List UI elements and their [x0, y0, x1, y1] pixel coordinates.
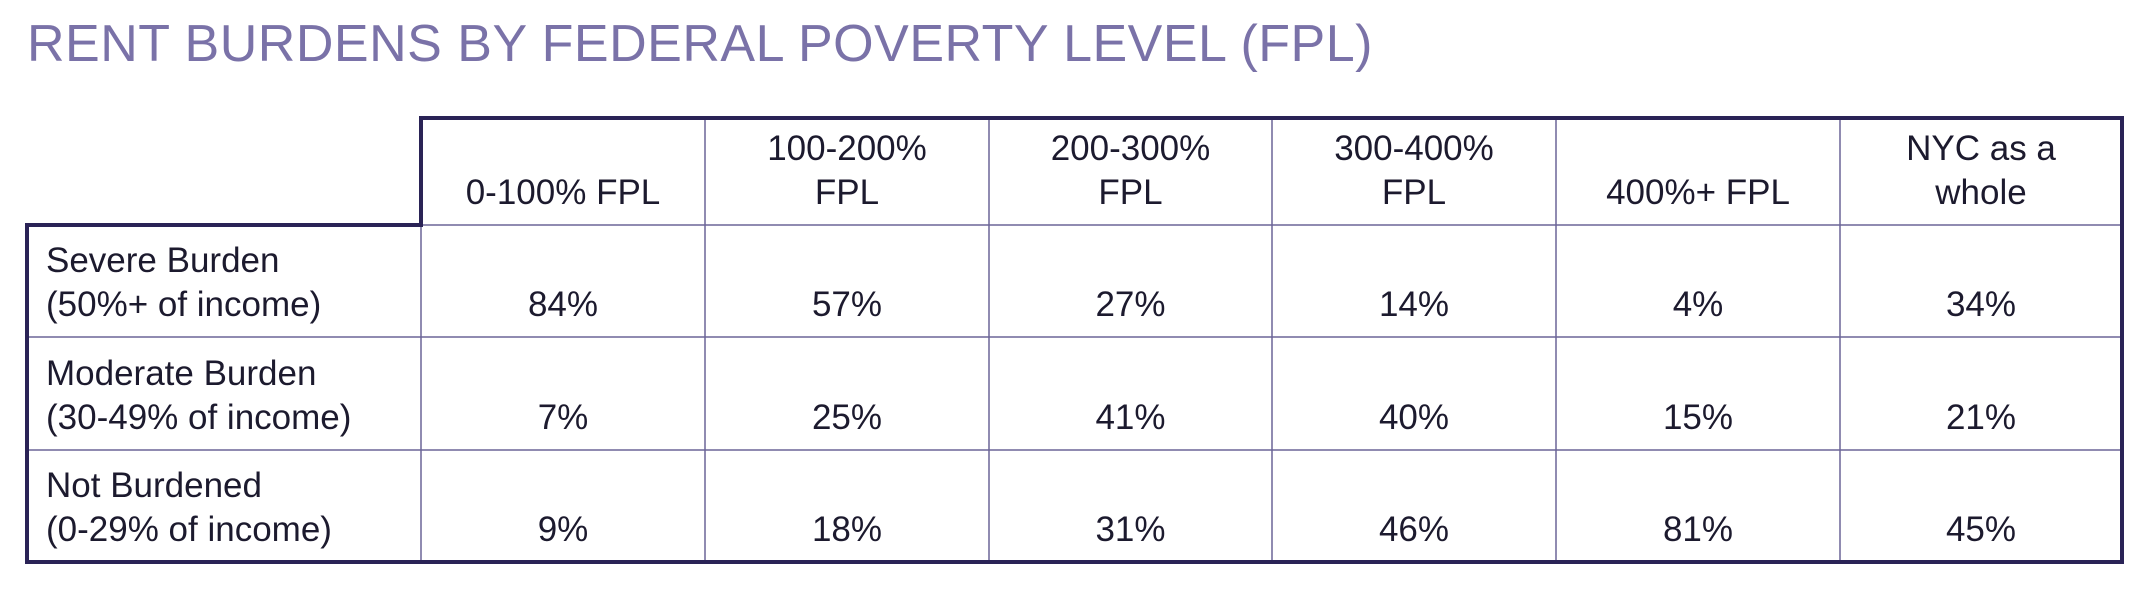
- header-line: 100-200%: [767, 129, 927, 168]
- header-line: 300-400%: [1334, 129, 1494, 168]
- data-cell: 18%: [705, 450, 989, 562]
- data-cell: 84%: [421, 225, 705, 337]
- column-header: 400%+ FPL: [1556, 118, 1840, 225]
- column-header: 100-200% FPL: [705, 118, 989, 225]
- header-line: NYC as a: [1906, 129, 2056, 168]
- header-line: 400%+ FPL: [1606, 173, 1790, 212]
- data-cell: 27%: [989, 225, 1272, 337]
- header-line: FPL: [1098, 173, 1163, 212]
- cell-value: 81%: [1662, 510, 1734, 549]
- cell-value: 41%: [1095, 398, 1166, 437]
- cell-value: 7%: [537, 398, 589, 437]
- cell-value: 27%: [1095, 285, 1166, 324]
- row-label-line: (50%+ of income): [46, 285, 322, 324]
- data-cell: 15%: [1556, 337, 1840, 450]
- cell-value: 4%: [1672, 285, 1724, 324]
- cell-value: 21%: [1945, 398, 2017, 437]
- column-header: 0-100% FPL: [421, 118, 705, 225]
- cell-value: 84%: [527, 285, 599, 324]
- column-header: 200-300% FPL: [989, 118, 1272, 225]
- data-cell: 40%: [1272, 337, 1556, 450]
- header-line: FPL: [1381, 173, 1447, 212]
- column-header: 300-400% FPL: [1272, 118, 1556, 225]
- row-label-line: (0-29% of income): [46, 510, 332, 549]
- header-line: 0-100% FPL: [465, 173, 661, 212]
- data-cell: 81%: [1556, 450, 1840, 562]
- row-label-line: Severe Burden: [46, 241, 280, 280]
- row-header: Not Burdened (0-29% of income): [27, 450, 421, 562]
- data-cell: 45%: [1840, 450, 2122, 562]
- data-cell: 14%: [1272, 225, 1556, 337]
- cell-value: 14%: [1378, 285, 1450, 324]
- cell-value: 34%: [1945, 285, 2017, 324]
- data-cell: 7%: [421, 337, 705, 450]
- header-line: FPL: [814, 173, 880, 212]
- column-header: NYC as a whole: [1840, 118, 2122, 225]
- table-outline: [25, 116, 2124, 564]
- header-line: 200-300%: [1050, 129, 1211, 168]
- row-label-line: Not Burdened: [46, 466, 262, 505]
- data-cell: 25%: [705, 337, 989, 450]
- cell-value: 46%: [1378, 510, 1450, 549]
- header-line: whole: [1935, 173, 2027, 212]
- title: RENT BURDENS BY FEDERAL POVERTY LEVEL (F…: [27, 15, 1373, 73]
- cell-value: 31%: [1095, 510, 1166, 549]
- row-header: Moderate Burden (30-49% of income): [27, 337, 421, 450]
- row-label-line: (30-49% of income): [46, 398, 352, 437]
- cell-value: 45%: [1945, 510, 2017, 549]
- cell-value: 15%: [1662, 398, 1734, 437]
- data-cell: 4%: [1556, 225, 1840, 337]
- cell-value: 9%: [537, 510, 589, 549]
- cell-value: 18%: [811, 510, 883, 549]
- data-cell: 21%: [1840, 337, 2122, 450]
- row-header: Severe Burden (50%+ of income): [27, 225, 421, 337]
- data-cell: 34%: [1840, 225, 2122, 337]
- data-cell: 41%: [989, 337, 1272, 450]
- cell-value: 57%: [811, 285, 883, 324]
- cell-value: 25%: [811, 398, 883, 437]
- data-cell: 57%: [705, 225, 989, 337]
- data-cell: 31%: [989, 450, 1272, 562]
- cell-value: 40%: [1378, 398, 1450, 437]
- data-cell: 9%: [421, 450, 705, 562]
- data-cell: 46%: [1272, 450, 1556, 562]
- row-label-line: Moderate Burden: [46, 354, 317, 393]
